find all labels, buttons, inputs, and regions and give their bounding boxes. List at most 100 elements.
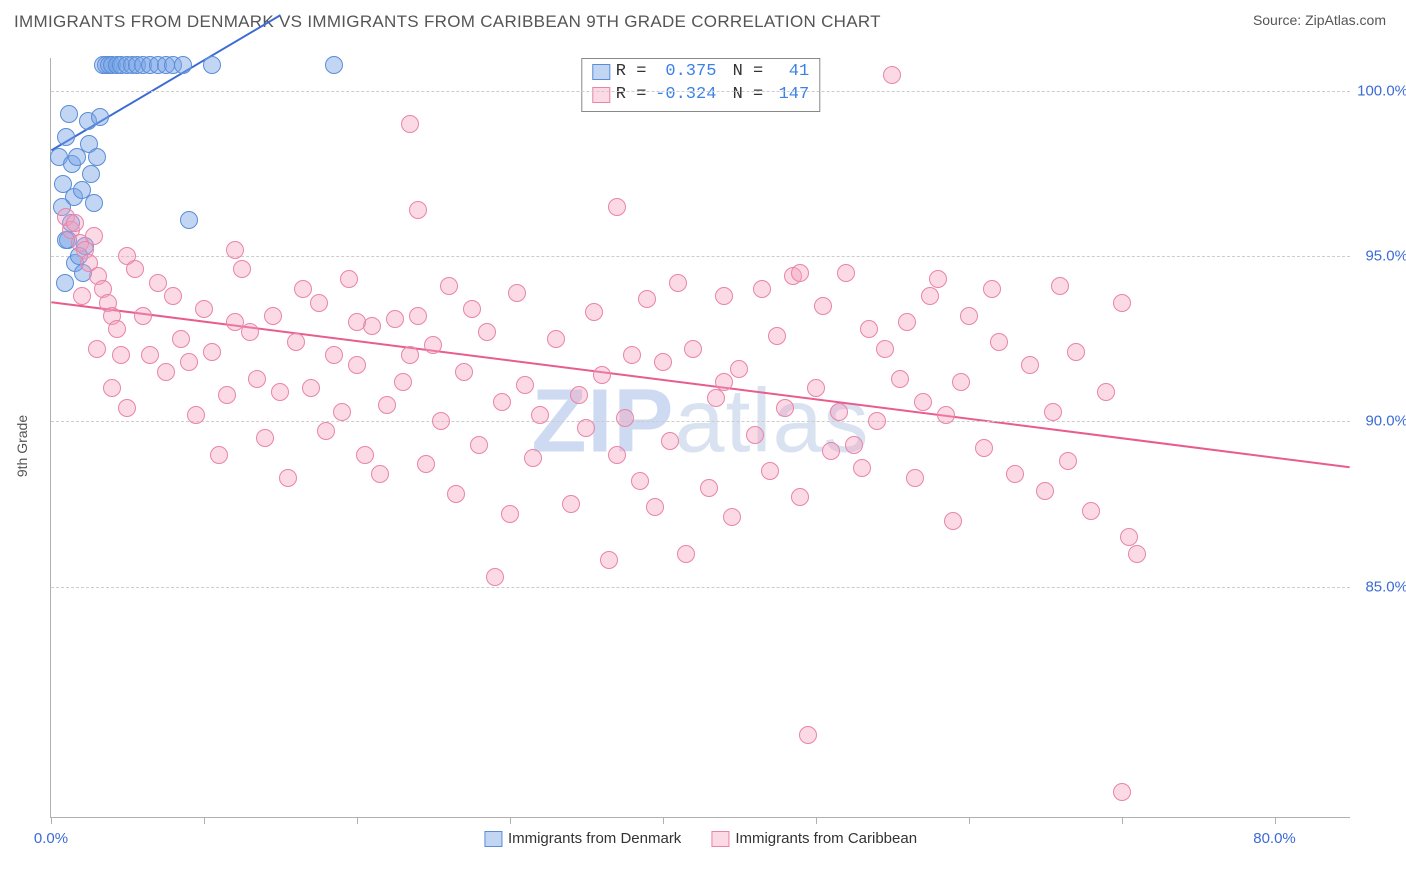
swatch-caribbean-bottom — [711, 831, 729, 847]
data-point-caribbean — [516, 376, 534, 394]
data-point-caribbean — [1113, 294, 1131, 312]
data-point-caribbean — [975, 439, 993, 457]
data-point-caribbean — [837, 264, 855, 282]
data-point-caribbean — [700, 479, 718, 497]
data-point-caribbean — [180, 353, 198, 371]
xtick — [51, 817, 52, 824]
data-point-caribbean — [1113, 783, 1131, 801]
data-point-caribbean — [585, 303, 603, 321]
data-point-caribbean — [990, 333, 1008, 351]
data-point-caribbean — [814, 297, 832, 315]
data-point-caribbean — [715, 287, 733, 305]
data-point-caribbean — [478, 323, 496, 341]
data-point-caribbean — [776, 399, 794, 417]
data-point-caribbean — [715, 373, 733, 391]
swatch-caribbean — [592, 87, 610, 103]
data-point-denmark — [60, 105, 78, 123]
data-point-caribbean — [799, 726, 817, 744]
xtick — [663, 817, 664, 824]
data-point-caribbean — [333, 403, 351, 421]
r-value-denmark: 0.375 — [652, 61, 716, 84]
data-point-caribbean — [960, 307, 978, 325]
data-point-caribbean — [340, 270, 358, 288]
gridline — [51, 587, 1350, 588]
xtick — [1275, 817, 1276, 824]
data-point-caribbean — [378, 396, 396, 414]
source-label: Source: ZipAtlas.com — [1253, 12, 1386, 28]
data-point-caribbean — [401, 346, 419, 364]
data-point-caribbean — [401, 115, 419, 133]
data-point-caribbean — [768, 327, 786, 345]
data-point-caribbean — [723, 508, 741, 526]
data-point-caribbean — [88, 340, 106, 358]
swatch-denmark-bottom — [484, 831, 502, 847]
data-point-caribbean — [203, 343, 221, 361]
data-point-caribbean — [279, 469, 297, 487]
xtick-label: 80.0% — [1253, 830, 1296, 847]
data-point-caribbean — [157, 363, 175, 381]
data-point-caribbean — [730, 360, 748, 378]
data-point-caribbean — [417, 455, 435, 473]
data-point-caribbean — [493, 393, 511, 411]
data-point-caribbean — [1051, 277, 1069, 295]
data-point-caribbean — [547, 330, 565, 348]
data-point-caribbean — [570, 386, 588, 404]
data-point-caribbean — [638, 290, 656, 308]
data-point-denmark — [203, 56, 221, 74]
data-point-caribbean — [348, 356, 366, 374]
data-point-caribbean — [1059, 452, 1077, 470]
data-point-caribbean — [386, 310, 404, 328]
data-point-caribbean — [85, 227, 103, 245]
gridline — [51, 421, 1350, 422]
data-point-caribbean — [929, 270, 947, 288]
data-point-caribbean — [791, 264, 809, 282]
data-point-caribbean — [241, 323, 259, 341]
xtick-label: 0.0% — [34, 830, 68, 847]
xtick — [969, 817, 970, 824]
data-point-caribbean — [983, 280, 1001, 298]
data-point-caribbean — [508, 284, 526, 302]
data-point-caribbean — [616, 409, 634, 427]
data-point-caribbean — [164, 287, 182, 305]
data-point-caribbean — [577, 419, 595, 437]
data-point-caribbean — [876, 340, 894, 358]
data-point-denmark — [91, 108, 109, 126]
data-point-denmark — [57, 128, 75, 146]
data-point-caribbean — [172, 330, 190, 348]
data-point-caribbean — [447, 485, 465, 503]
data-point-caribbean — [707, 389, 725, 407]
data-point-caribbean — [271, 383, 289, 401]
data-point-caribbean — [1006, 465, 1024, 483]
data-point-caribbean — [753, 280, 771, 298]
data-point-caribbean — [845, 436, 863, 454]
data-point-caribbean — [149, 274, 167, 292]
data-point-caribbean — [218, 386, 236, 404]
legend-label-caribbean: Immigrants from Caribbean — [735, 830, 917, 847]
stats-legend: R = 0.375 N = 41 R = -0.324 N = 147 — [581, 58, 820, 112]
data-point-caribbean — [1067, 343, 1085, 361]
data-point-caribbean — [646, 498, 664, 516]
legend-item-denmark: Immigrants from Denmark — [484, 830, 681, 847]
data-point-caribbean — [248, 370, 266, 388]
data-point-caribbean — [73, 287, 91, 305]
xtick — [357, 817, 358, 824]
ytick-label: 90.0% — [1353, 413, 1406, 430]
data-point-caribbean — [1036, 482, 1054, 500]
gridline — [51, 256, 1350, 257]
data-point-caribbean — [898, 313, 916, 331]
data-point-caribbean — [317, 422, 335, 440]
data-point-caribbean — [432, 412, 450, 430]
data-point-caribbean — [1128, 545, 1146, 563]
data-point-caribbean — [623, 346, 641, 364]
data-point-caribbean — [677, 545, 695, 563]
data-point-caribbean — [684, 340, 702, 358]
chart-title: IMMIGRANTS FROM DENMARK VS IMMIGRANTS FR… — [14, 12, 881, 32]
data-point-caribbean — [233, 260, 251, 278]
data-point-caribbean — [470, 436, 488, 454]
data-point-caribbean — [486, 568, 504, 586]
xtick — [816, 817, 817, 824]
data-point-caribbean — [501, 505, 519, 523]
data-point-caribbean — [187, 406, 205, 424]
data-point-caribbean — [937, 406, 955, 424]
data-point-caribbean — [356, 446, 374, 464]
